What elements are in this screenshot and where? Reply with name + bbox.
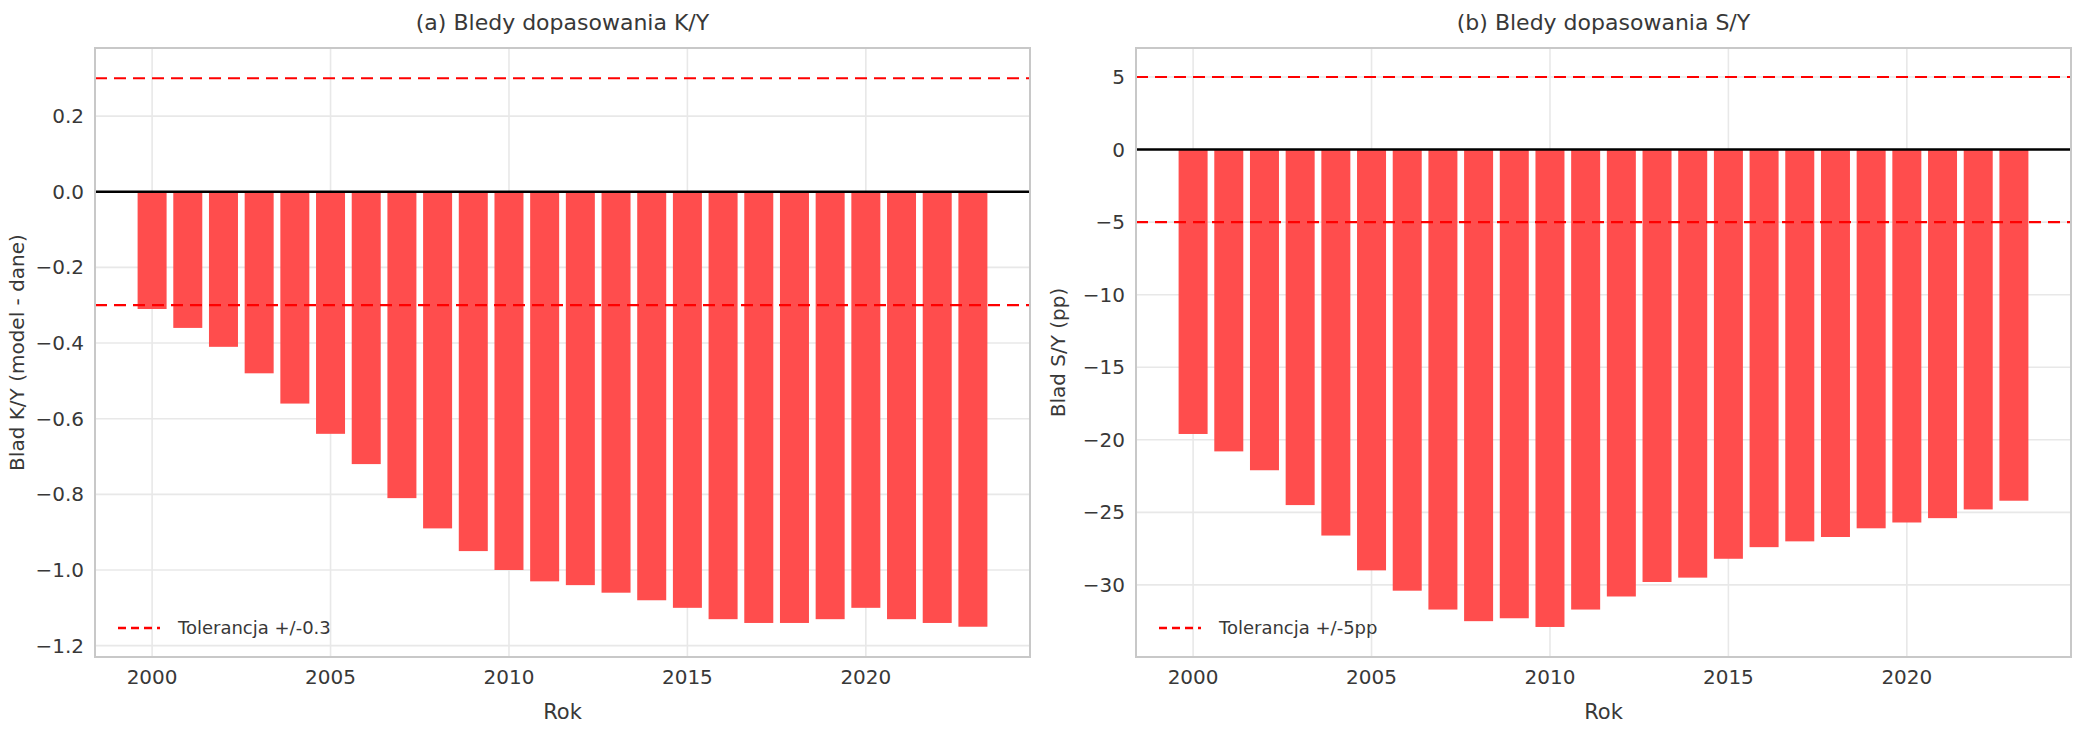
bar [1928,150,1957,519]
bar [1179,150,1208,434]
bar [1714,150,1743,559]
x-tick-label: 2000 [127,665,178,689]
panel-b: 5 0 −5 −10 −15 −20 −25 −30 2000 2005 2010 2015 2020 (… [1041,0,2082,736]
bar [851,192,880,608]
x-tick-label: 2020 [840,665,891,689]
legend-label: Tolerancja +/-0.3 [177,617,331,638]
legend-label: Tolerancja +/-5pp [1218,617,1377,638]
bar [173,192,202,328]
x-tick-label: 2000 [1168,665,1219,689]
bar [1892,150,1921,523]
y-tick-label: −25 [1083,500,1125,524]
y-tick-label: 0.2 [52,104,84,128]
bar [138,192,167,309]
bar [744,192,773,623]
bar [423,192,452,529]
y-tick-label: −10 [1083,283,1125,307]
bar [316,192,345,434]
y-tick-label: −0.4 [35,331,84,355]
bar [637,192,666,601]
bar [1286,150,1315,506]
bar [209,192,238,347]
y-tick-label: −5 [1096,210,1125,234]
bar [1500,150,1529,619]
chart-b-svg: 5 0 −5 −10 −15 −20 −25 −30 2000 2005 2010 2015 2020 (… [1041,0,2082,736]
y-tick-label: 5 [1112,65,1125,89]
bar [1571,150,1600,610]
x-tick-label: 2020 [1881,665,1932,689]
bar [530,192,559,582]
x-tick-label: 2010 [1525,665,1576,689]
y-tick-label: 0 [1112,138,1125,162]
chart-title: (b) Bledy dopasowania S/Y [1457,10,1751,35]
bar [1678,150,1707,578]
y-tick-label: 0.0 [52,180,84,204]
bar [1785,150,1814,542]
panel-a: 0.2 0.0 −0.2 −0.4 −0.6 −0.8 −1.0 −1.2 2000 2005 20… [0,0,1041,736]
bar [245,192,274,374]
x-tick-label: 2005 [1346,665,1397,689]
bar [1821,150,1850,537]
y-tick-label: −1.2 [35,634,84,658]
bar [1357,150,1386,571]
bar [459,192,488,551]
bar [1214,150,1243,452]
bar [673,192,702,608]
bar [780,192,809,623]
x-axis-label: Rok [1584,700,1623,724]
y-axis-label: Blad K/Y (model - dane) [5,234,29,471]
y-tick-label: −0.2 [35,255,84,279]
x-tick-label: 2015 [662,665,713,689]
bar [923,192,952,623]
bar [1464,150,1493,622]
bar [709,192,738,619]
bar [1857,150,1886,529]
y-tick-label: −0.8 [35,482,84,506]
bar [1643,150,1672,582]
bar [566,192,595,585]
bar [1428,150,1457,610]
bar [494,192,523,570]
figure: 0.2 0.0 −0.2 −0.4 −0.6 −0.8 −1.0 −1.2 2000 2005 20… [0,0,2082,736]
bar [387,192,416,498]
x-tick-label: 2005 [305,665,356,689]
chart-a-svg: 0.2 0.0 −0.2 −0.4 −0.6 −0.8 −1.0 −1.2 2000 2005 20… [0,0,1041,736]
y-axis-label: Blad S/Y (pp) [1046,288,1070,418]
y-tick-label: −20 [1083,428,1125,452]
y-tick-label: −0.6 [35,407,84,431]
x-tick-label: 2015 [1703,665,1754,689]
chart-title: (a) Bledy dopasowania K/Y [416,10,710,35]
bar [1250,150,1279,471]
bar [602,192,631,593]
y-tick-label: −30 [1083,573,1125,597]
bar [816,192,845,619]
bar [1393,150,1422,591]
bar [958,192,987,627]
x-axis-label: Rok [543,700,582,724]
bar [280,192,309,404]
bar [1999,150,2028,501]
bar [1750,150,1779,548]
y-tick-label: −15 [1083,355,1125,379]
x-tick-label: 2010 [484,665,535,689]
bar [352,192,381,464]
y-tick-label: −1.0 [35,558,84,582]
bar [887,192,916,619]
bar [1964,150,1993,510]
bar [1607,150,1636,597]
bar [1321,150,1350,536]
